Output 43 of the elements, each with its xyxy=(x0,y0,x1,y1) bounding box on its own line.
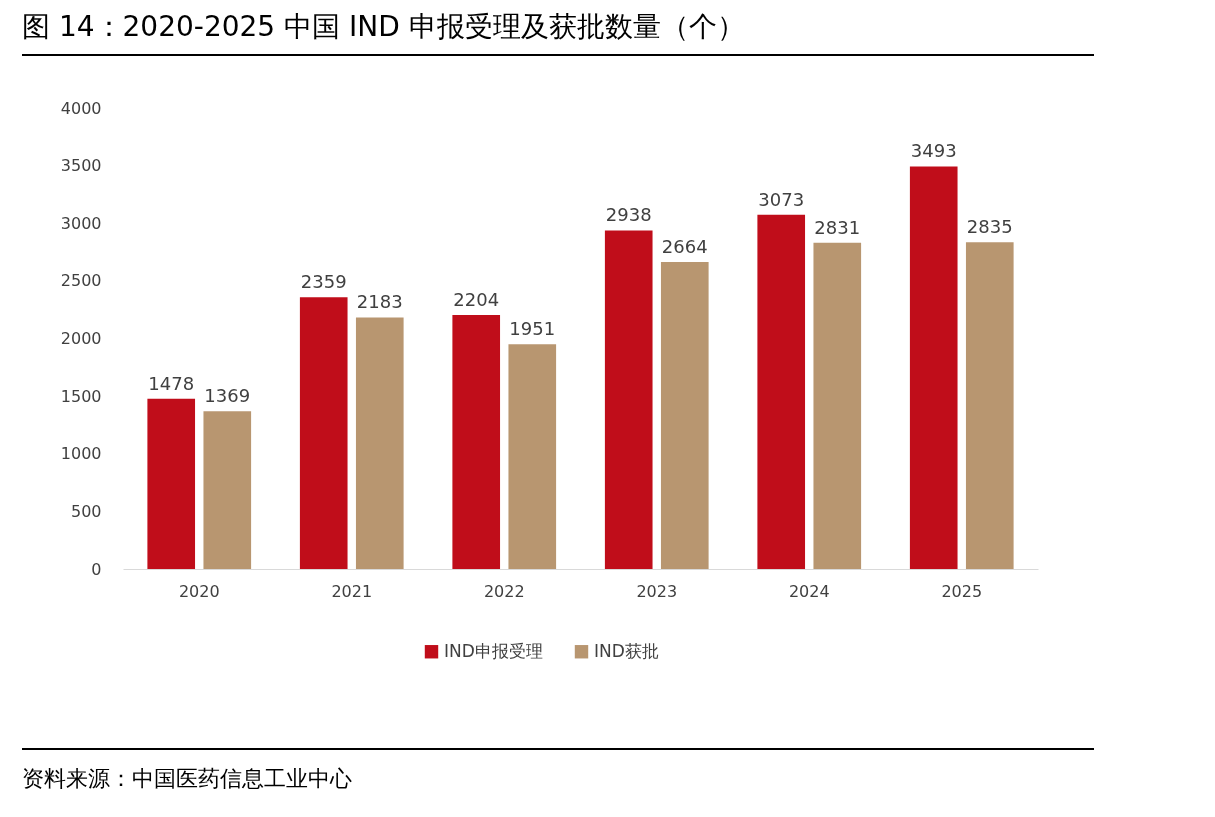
bar xyxy=(604,230,653,569)
y-tick-label: 2000 xyxy=(60,329,102,348)
data-label: 3073 xyxy=(758,188,805,210)
bar xyxy=(147,398,196,569)
bar xyxy=(203,411,252,569)
bar xyxy=(813,242,862,569)
x-tick-label: 2020 xyxy=(178,581,220,601)
data-label: 2831 xyxy=(814,216,861,238)
bar xyxy=(965,242,1014,569)
bar xyxy=(299,297,348,569)
bar xyxy=(660,261,709,569)
y-tick-label: 3000 xyxy=(60,213,102,233)
data-label: 2204 xyxy=(453,288,500,310)
data-label: 2664 xyxy=(661,235,708,257)
data-label: 1478 xyxy=(148,372,195,394)
data-label: 1369 xyxy=(204,385,251,407)
x-tick-label: 2022 xyxy=(483,581,525,601)
y-tick-label: 2500 xyxy=(60,271,102,291)
bar xyxy=(757,214,806,569)
y-tick-label: 1000 xyxy=(60,444,102,464)
chart-title: 图 14：2020-2025 中国 IND 申报受理及获批数量（个） xyxy=(22,8,1094,56)
text: 资料来源：中国医药信息工业中心 xyxy=(22,748,1094,794)
x-tick-label: 2021 xyxy=(331,581,373,601)
x-tick-label: 2024 xyxy=(788,581,830,601)
data-label: 2938 xyxy=(605,204,652,226)
x-tick-label: 2025 xyxy=(941,581,983,601)
bar xyxy=(355,317,404,569)
bar xyxy=(909,166,958,569)
data-label: 3493 xyxy=(910,140,957,162)
data-label: 2835 xyxy=(966,216,1013,238)
y-tick-label: 4000 xyxy=(60,98,102,118)
data-label: 2359 xyxy=(300,271,347,293)
data-label: 2183 xyxy=(356,291,403,313)
bar xyxy=(508,344,557,569)
x-tick-label: 2023 xyxy=(636,581,678,601)
data-label: 1951 xyxy=(509,318,556,340)
y-tick-label: 0 xyxy=(91,559,102,579)
legend-label: IND获批 xyxy=(594,640,659,661)
bar xyxy=(452,314,501,569)
y-tick-label: 1500 xyxy=(60,386,102,406)
legend-label: IND申报受理 xyxy=(444,640,543,661)
y-tick-label: 500 xyxy=(70,501,102,521)
y-tick-label: 3500 xyxy=(60,156,102,176)
